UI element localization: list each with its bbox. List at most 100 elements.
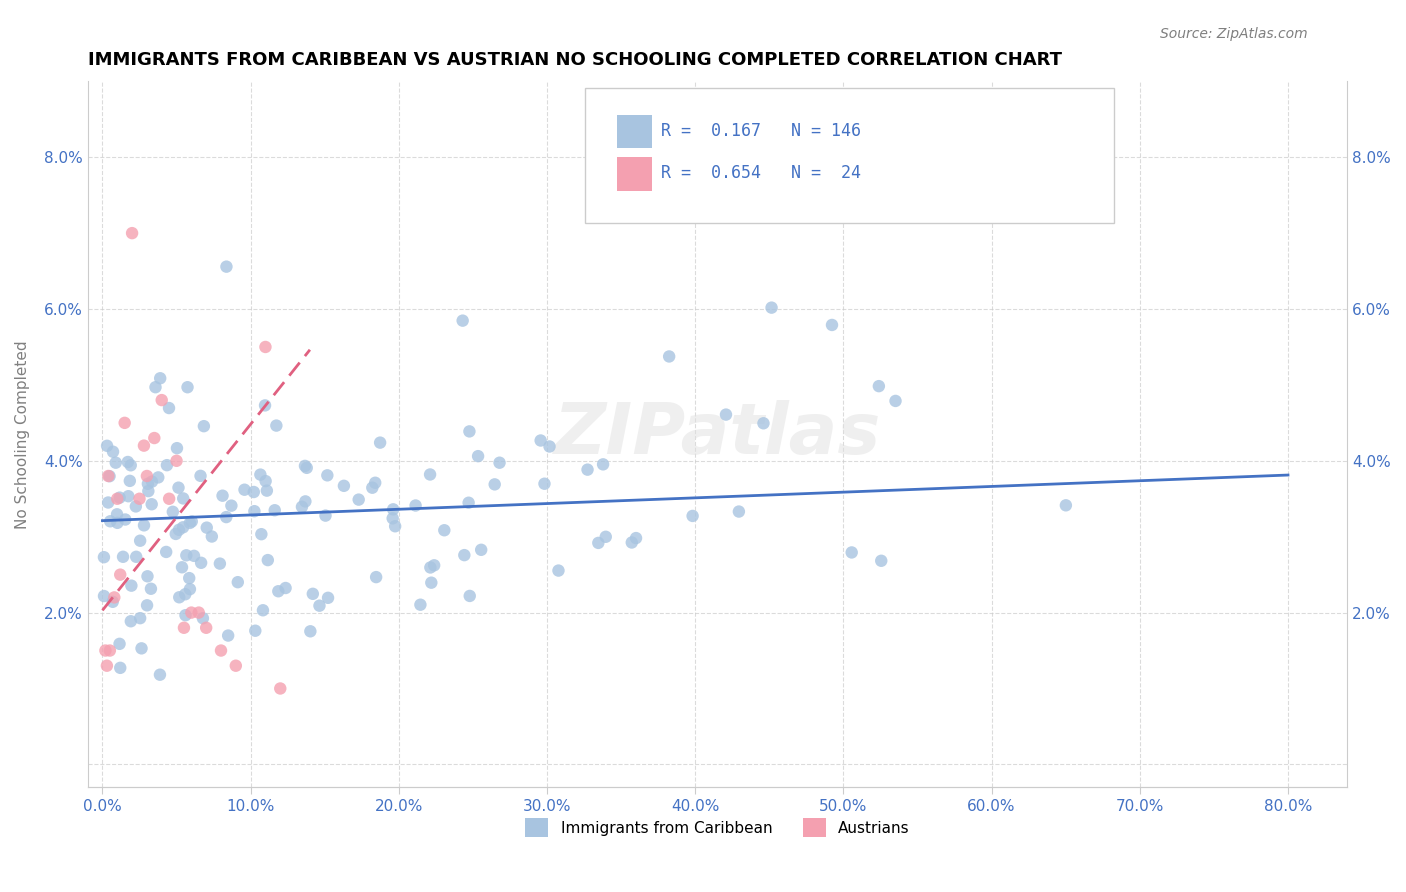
Point xyxy=(301,587,323,601)
Point xyxy=(117,455,139,469)
Y-axis label: No Schooling Completed: No Schooling Completed xyxy=(15,340,30,529)
Point xyxy=(167,591,190,605)
Point xyxy=(728,504,751,518)
Point xyxy=(114,512,136,526)
Point xyxy=(162,505,184,519)
Point xyxy=(316,468,339,483)
Point xyxy=(165,527,187,541)
Point xyxy=(112,549,135,564)
Point xyxy=(167,481,190,495)
Point xyxy=(135,469,157,483)
Point xyxy=(752,417,775,431)
Point xyxy=(139,582,162,596)
Point xyxy=(1054,498,1077,512)
Text: Source: ZipAtlas.com: Source: ZipAtlas.com xyxy=(1160,27,1308,41)
Point xyxy=(242,485,264,500)
Point xyxy=(405,499,427,513)
Point xyxy=(368,435,391,450)
Point xyxy=(195,521,218,535)
Point xyxy=(94,643,117,657)
Point xyxy=(458,589,481,603)
Text: R =  0.654   N =  24: R = 0.654 N = 24 xyxy=(661,164,860,182)
Point xyxy=(547,564,569,578)
Point xyxy=(423,558,446,573)
Point xyxy=(683,195,706,210)
Point xyxy=(419,467,441,482)
Point xyxy=(409,598,432,612)
Point xyxy=(217,628,239,642)
Point xyxy=(233,483,256,497)
Point xyxy=(467,449,489,463)
Point xyxy=(179,582,201,596)
Point xyxy=(453,548,475,562)
Point xyxy=(180,606,202,620)
Point xyxy=(269,681,291,696)
Point xyxy=(291,500,314,514)
Point xyxy=(132,439,155,453)
Point xyxy=(382,502,405,516)
Point xyxy=(595,530,617,544)
Point xyxy=(125,549,148,564)
Point xyxy=(295,460,318,475)
Point xyxy=(451,313,474,327)
Point xyxy=(166,454,188,468)
Point xyxy=(98,469,121,483)
Point xyxy=(179,516,201,530)
Point xyxy=(131,641,153,656)
Point xyxy=(105,516,128,530)
Point xyxy=(530,434,553,448)
Point xyxy=(143,431,166,445)
Point xyxy=(347,492,370,507)
Point xyxy=(384,519,406,533)
Point xyxy=(620,535,643,549)
Point xyxy=(129,611,152,625)
Point xyxy=(172,520,194,534)
Point xyxy=(101,595,124,609)
Point xyxy=(93,550,115,565)
Point xyxy=(93,589,115,603)
Point xyxy=(333,479,356,493)
Point xyxy=(821,318,844,332)
Point xyxy=(120,614,142,628)
Point xyxy=(97,495,120,509)
Point xyxy=(174,608,197,623)
Point xyxy=(868,379,890,393)
Point xyxy=(108,491,131,505)
Point xyxy=(96,658,118,673)
Point xyxy=(176,380,198,394)
Point xyxy=(138,484,160,499)
Point xyxy=(170,560,193,574)
Bar xyxy=(617,157,652,191)
Point xyxy=(195,621,218,635)
Point xyxy=(252,603,274,617)
Point xyxy=(118,474,141,488)
Point xyxy=(294,458,316,473)
Point xyxy=(193,419,215,434)
Point xyxy=(141,497,163,511)
Point xyxy=(315,508,337,523)
Point xyxy=(104,456,127,470)
Text: R =  0.167   N = 146: R = 0.167 N = 146 xyxy=(661,121,860,140)
Point xyxy=(136,569,159,583)
Point xyxy=(576,463,599,477)
Point xyxy=(201,529,224,543)
Point xyxy=(294,494,316,508)
Point xyxy=(110,661,132,675)
Point xyxy=(156,458,179,472)
Point xyxy=(457,496,479,510)
Text: ZIPatlas: ZIPatlas xyxy=(554,400,882,468)
Point xyxy=(179,571,201,585)
Point xyxy=(714,408,737,422)
Point xyxy=(209,643,232,657)
Point xyxy=(308,599,330,613)
Point xyxy=(157,401,180,415)
Text: IMMIGRANTS FROM CARIBBEAN VS AUSTRIAN NO SCHOOLING COMPLETED CORRELATION CHART: IMMIGRANTS FROM CARIBBEAN VS AUSTRIAN NO… xyxy=(87,51,1062,69)
Point xyxy=(101,444,124,458)
Point xyxy=(136,476,159,491)
Point xyxy=(250,527,273,541)
Point xyxy=(420,575,443,590)
Point xyxy=(274,581,297,595)
Point xyxy=(98,643,121,657)
Point xyxy=(592,458,614,472)
Point xyxy=(132,518,155,533)
